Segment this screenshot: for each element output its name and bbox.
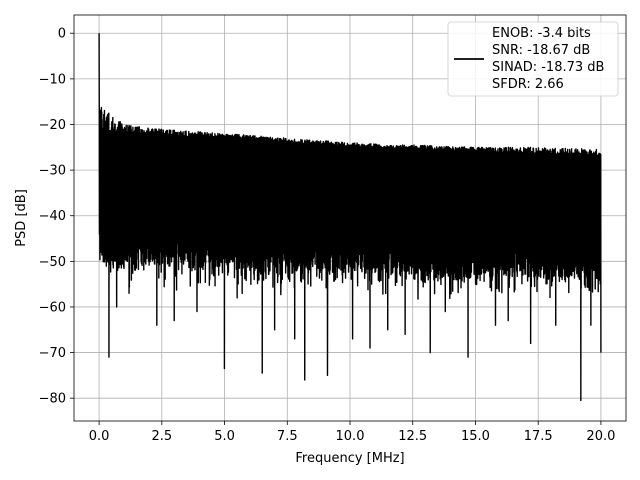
y-tick-label: −80 [39, 392, 66, 407]
y-tick-label: −70 [39, 346, 66, 361]
y-tick-label: −10 [39, 72, 66, 87]
x-axis-label: Frequency [MHz] [295, 451, 404, 466]
y-tick-label: −20 [39, 118, 66, 133]
legend-box [447, 21, 619, 97]
x-tick-label: 5.0 [214, 429, 235, 444]
x-tick-label: 7.5 [277, 429, 298, 444]
legend-line-2: SNR: -18.67 dB [492, 43, 590, 58]
y-axis-label: PSD [dB] [14, 189, 29, 247]
plot-area [98, 33, 602, 402]
x-tick-label: 20.0 [586, 429, 615, 444]
y-tick-label: −40 [39, 209, 66, 224]
y-tick-label: 0 [58, 27, 66, 42]
legend-line-1: ENOB: -3.4 bits [492, 26, 591, 41]
legend-line-3: SINAD: -18.73 dB [492, 60, 604, 75]
x-tick-label: 2.5 [151, 429, 172, 444]
x-tick-label: 12.5 [398, 429, 427, 444]
y-tick-label: −60 [39, 300, 66, 315]
x-ticks: 0.0 2.5 5.0 7.5 10.0 12.5 15.0 17.5 20.0 [89, 421, 615, 444]
x-tick-label: 15.0 [461, 429, 490, 444]
x-tick-label: 17.5 [524, 429, 553, 444]
legend-line-4: SFDR: 2.66 [492, 77, 564, 92]
x-tick-label: 0.0 [89, 429, 110, 444]
y-tick-label: −30 [39, 164, 66, 179]
series-group [98, 33, 602, 402]
psd-series-line [98, 33, 602, 402]
y-tick-label: −50 [39, 255, 66, 270]
y-ticks: 0 −10 −20 −30 −40 −50 −60 −70 −80 [39, 27, 74, 407]
legend: ENOB: -3.4 bits SNR: -18.67 dB SINAD: -1… [447, 21, 619, 97]
x-tick-label: 10.0 [336, 429, 365, 444]
